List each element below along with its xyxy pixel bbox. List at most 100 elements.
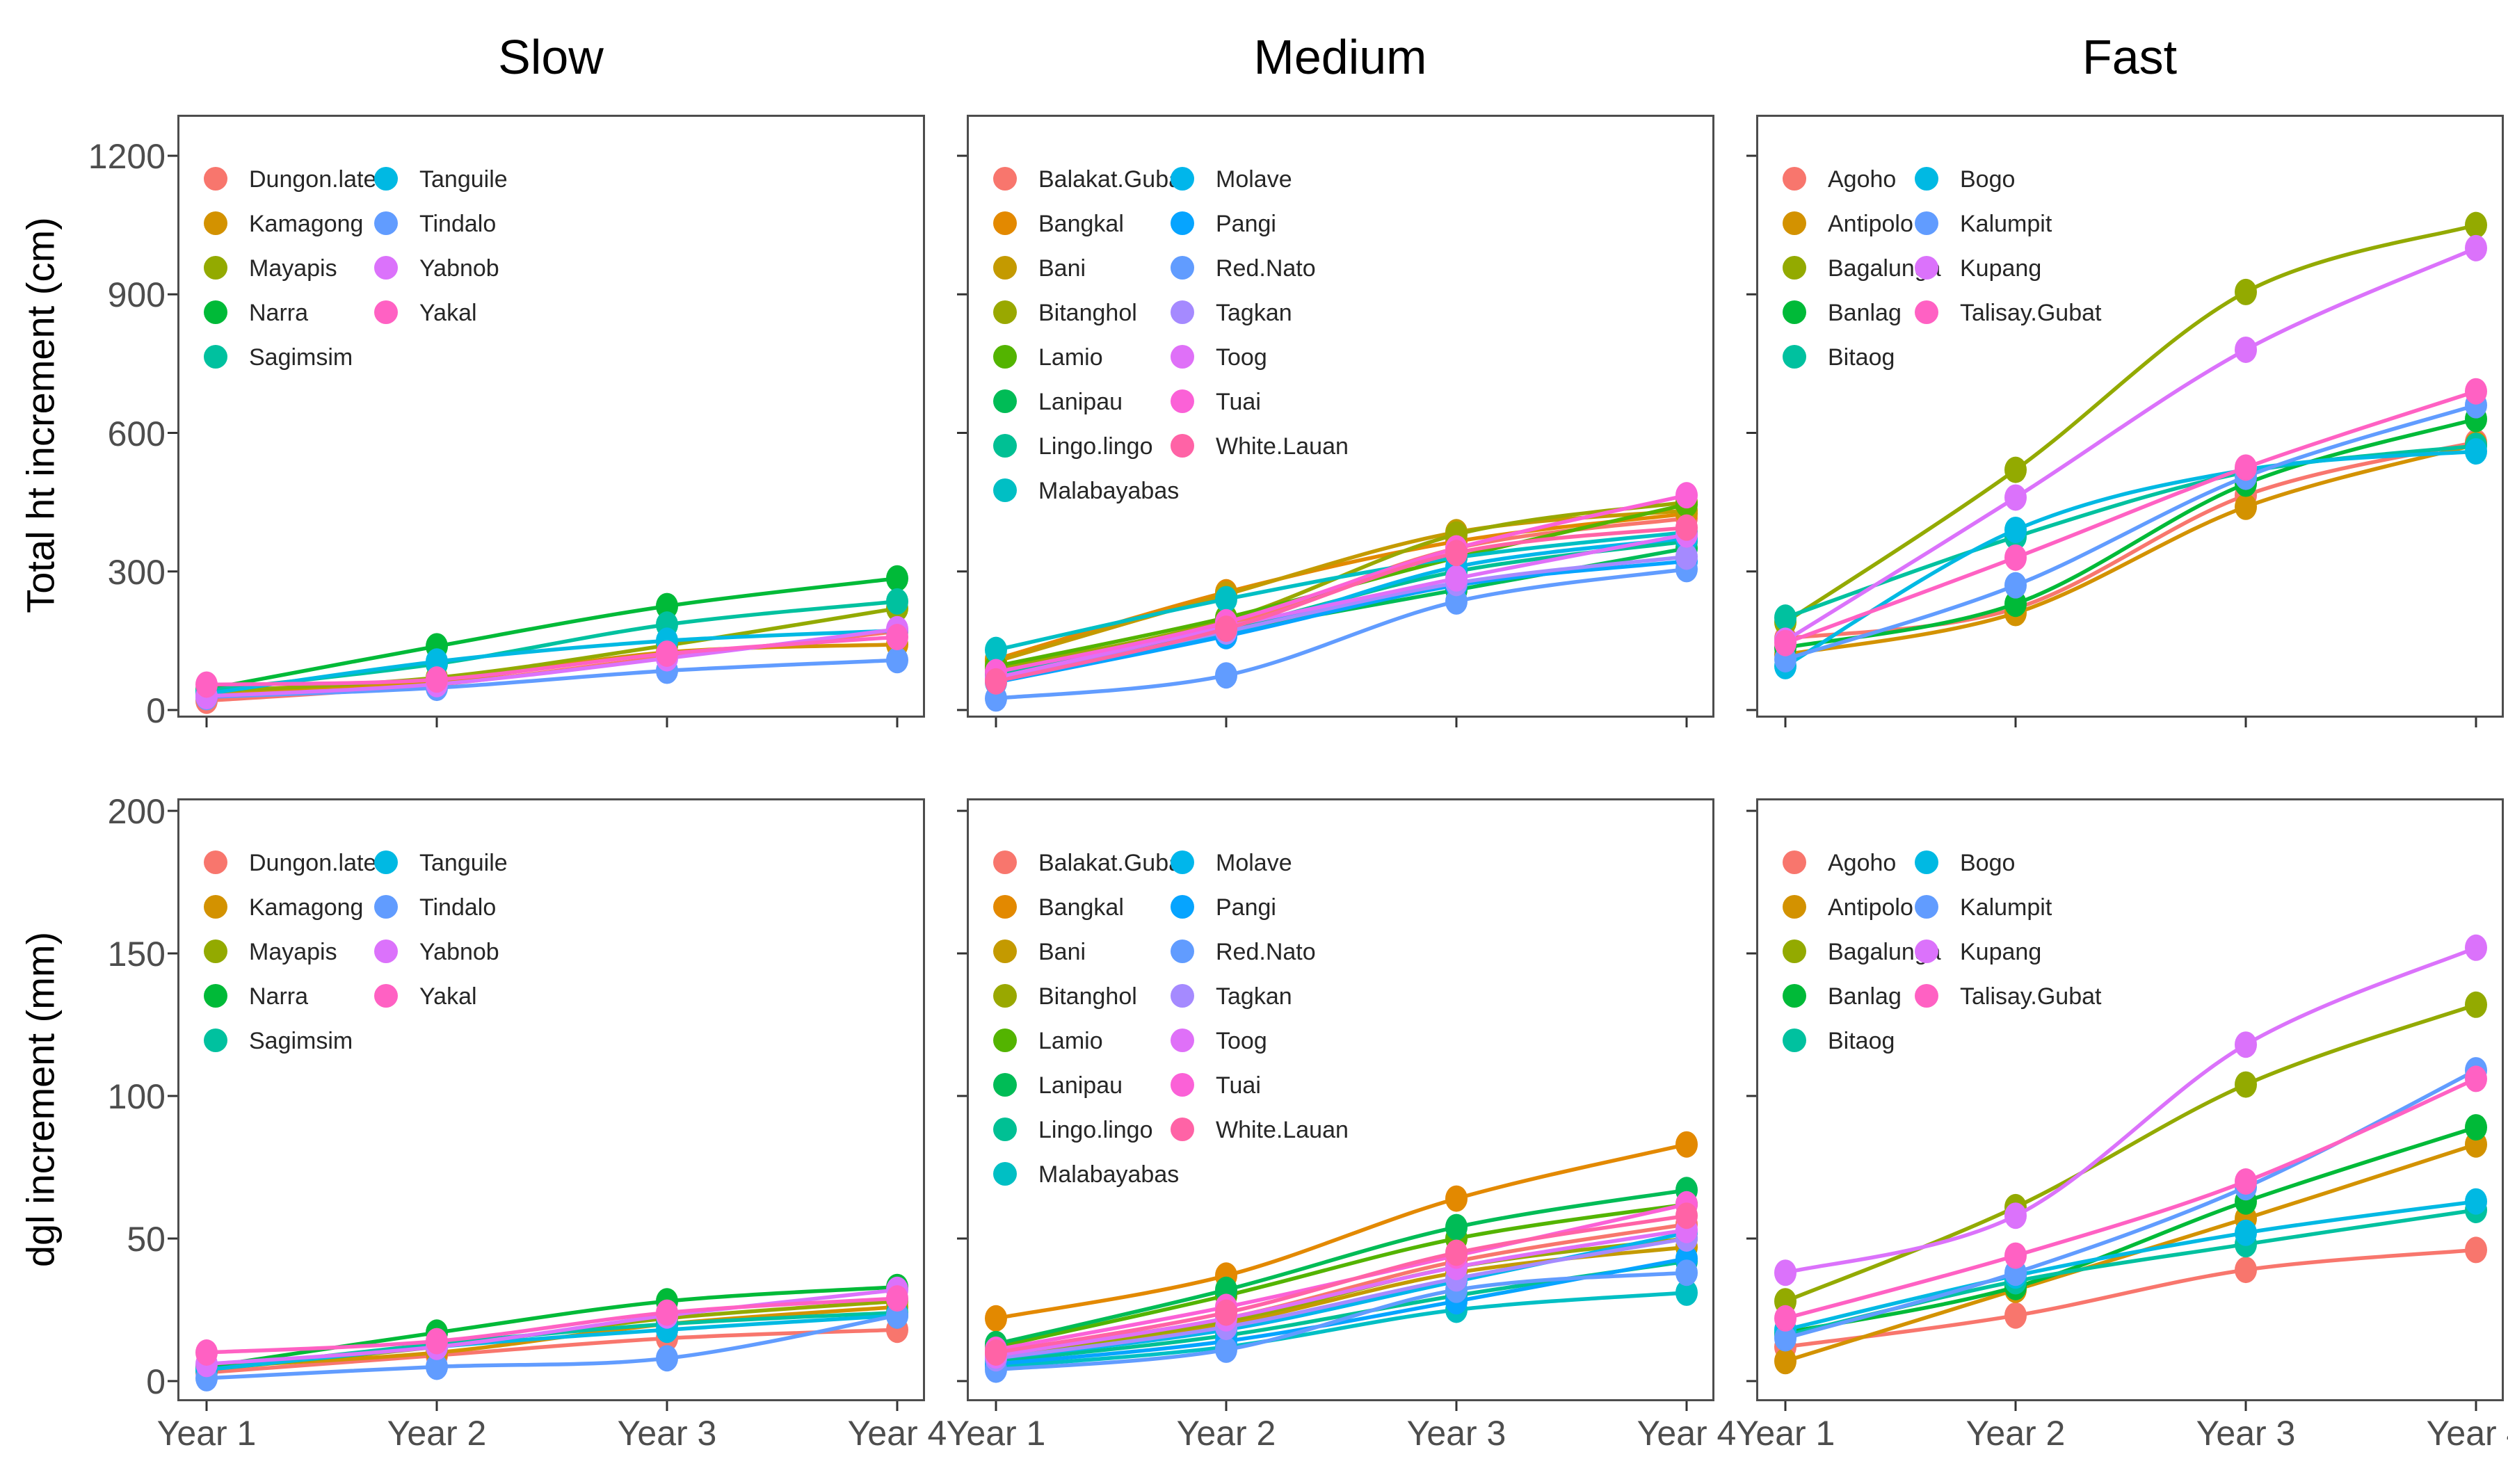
- legend-swatch-Tagkan: [1171, 984, 1194, 1008]
- legend-item-Mayapis: Mayapis: [204, 255, 337, 282]
- series-line-Malabayabas: [994, 1291, 1689, 1369]
- legend-label: Bangkal: [1038, 211, 1124, 237]
- data-point-White.Lauan: [1215, 1299, 1237, 1326]
- series-line-Tuai: [994, 493, 1689, 675]
- legend-label: Molave: [1216, 166, 1292, 193]
- series-line-Narra: [204, 1284, 899, 1369]
- data-point-White.Lauan: [1445, 1239, 1468, 1266]
- legend-label: Tuai: [1216, 389, 1261, 415]
- legend-item-Lingo.lingo: Lingo.lingo: [993, 1117, 1152, 1143]
- data-point-Narra: [886, 565, 908, 592]
- data-point-Antipolo: [1774, 1348, 1796, 1375]
- series-line-Yakal: [204, 635, 899, 687]
- legend-label: Antipolo: [1828, 211, 1913, 237]
- series-line-Kupang: [1783, 246, 2478, 643]
- legend-item-Bangkal: Bangkal: [993, 211, 1124, 237]
- chart-panel-medium-dgl: Balakat.Gubat Bangkal Bani Bitanghol Lamio La…: [957, 798, 1714, 1411]
- legend-label: Agoho: [1828, 850, 1896, 876]
- data-point-Bagalunga: [2465, 991, 2487, 1018]
- x-tick-label: Year 1: [1735, 1414, 1835, 1453]
- legend-label: Malabayabas: [1038, 478, 1179, 504]
- legend-label: Yakal: [419, 983, 477, 1010]
- series-line-Banlag: [1783, 1125, 2478, 1335]
- data-point-Banlag: [2004, 590, 2027, 618]
- legend-swatch-Lanipau: [993, 1073, 1017, 1097]
- chart-panel-slow-ht: Dungon.late Kamagong Mayapis Narra Sagimsim T…: [168, 115, 925, 727]
- legend-item-Bitaog: Bitaog: [1783, 344, 1895, 371]
- data-point-Talisay.Gubat: [2004, 544, 2027, 571]
- legend-label: Kamagong: [249, 211, 363, 237]
- legend-item-Lamio: Lamio: [993, 344, 1103, 371]
- legend-item-Bani: Bani: [993, 255, 1086, 282]
- legend-label: Mayapis: [249, 255, 337, 282]
- legend-item-Tuai: Tuai: [1171, 1072, 1261, 1099]
- legend-item-Toog: Toog: [1171, 1028, 1267, 1054]
- data-point-Toog: [1445, 565, 1468, 592]
- x-tick-label: Year 3: [617, 1414, 717, 1453]
- legend-label: Balakat.Gubat: [1038, 850, 1189, 876]
- legend-label: Tindalo: [419, 211, 496, 237]
- legend-swatch-Tanguile: [374, 167, 398, 191]
- legend-swatch-Tuai: [1171, 1073, 1194, 1097]
- data-point-Yakal: [656, 1299, 678, 1326]
- legend-label: Malabayabas: [1038, 1161, 1179, 1188]
- panel-border: [177, 798, 925, 1401]
- legend-swatch-Banlag: [1783, 984, 1806, 1008]
- data-point-Banlag: [2465, 1114, 2487, 1141]
- legend-label: Tagkan: [1216, 300, 1292, 326]
- legend-item-Tagkan: Tagkan: [1171, 983, 1292, 1010]
- legend-swatch-Bani: [993, 256, 1017, 280]
- series-line-Kalumpit: [1783, 1068, 2478, 1341]
- legend-swatch-Talisay.Gubat: [1915, 300, 1938, 324]
- data-point-Kupang: [2235, 1031, 2257, 1058]
- x-tick-label: Year 3: [1406, 1414, 1506, 1453]
- legend-label: Bani: [1038, 255, 1086, 282]
- legend-swatch-Bogo: [1915, 850, 1938, 874]
- legend-item-Kalumpit: Kalumpit: [1915, 211, 2052, 237]
- series-line-Yakal: [204, 1296, 899, 1355]
- legend-item-Sagimsim: Sagimsim: [204, 1028, 353, 1054]
- series-line-Talisay.Gubat: [1783, 389, 2478, 645]
- legend-label: Yabnob: [419, 939, 499, 965]
- legend-swatch-Molave: [1171, 850, 1194, 874]
- data-point-Bogo: [2465, 1188, 2487, 1215]
- legend-label: Bitanghol: [1038, 983, 1137, 1010]
- legend-swatch-Kupang: [1915, 939, 1938, 963]
- y-tick-label: 100: [107, 1077, 166, 1116]
- legend-item-Talisay.Gubat: Talisay.Gubat: [1915, 983, 2102, 1010]
- legend-swatch-Bangkal: [993, 895, 1017, 919]
- y-tick-label: 600: [107, 414, 166, 453]
- legend-label: Bitaog: [1828, 344, 1895, 371]
- legend-label: Red.Nato: [1216, 255, 1316, 282]
- legend-swatch-Lingo.lingo: [993, 434, 1017, 458]
- legend-label: Kupang: [1960, 255, 2041, 282]
- legend-item-Antipolo: Antipolo: [1783, 211, 1913, 237]
- legend-swatch-Narra: [204, 300, 227, 324]
- data-point-Agoho: [2465, 1236, 2487, 1264]
- data-point-White.Lauan: [1445, 540, 1468, 567]
- data-point-Bangkal: [1445, 1185, 1468, 1212]
- legend-swatch-Pangi: [1171, 211, 1194, 235]
- legend-label: Kalumpit: [1960, 894, 2052, 921]
- legend-swatch-Banlag: [1783, 300, 1806, 324]
- data-point-Narra: [656, 592, 678, 620]
- legend-item-Bitanghol: Bitanghol: [993, 300, 1137, 326]
- series-line-Bagalunga: [1783, 1003, 2478, 1303]
- legend-item-Bangkal: Bangkal: [993, 894, 1124, 921]
- legend-item-Yabnob: Yabnob: [374, 939, 499, 965]
- legend-swatch-Pangi: [1171, 895, 1194, 919]
- data-point-Talisay.Gubat: [2235, 454, 2257, 481]
- legend-swatch-Agoho: [1783, 850, 1806, 874]
- panel-border: [1756, 798, 2504, 1401]
- series-line-Bogo: [1783, 1199, 2478, 1332]
- data-point-White.Lauan: [1215, 615, 1237, 643]
- series-line-Toog: [994, 532, 1689, 680]
- series-line-Dungon.late: [204, 1328, 899, 1375]
- legend-swatch-Molave: [1171, 167, 1194, 191]
- x-tick-label: Year 3: [2196, 1414, 2296, 1453]
- legend-label: Lamio: [1038, 1028, 1103, 1054]
- legend-item-Narra: Narra: [204, 300, 308, 326]
- legend-label: Bitanghol: [1038, 300, 1137, 326]
- legend-swatch-Narra: [204, 984, 227, 1008]
- legend-label: Banlag: [1828, 300, 1902, 326]
